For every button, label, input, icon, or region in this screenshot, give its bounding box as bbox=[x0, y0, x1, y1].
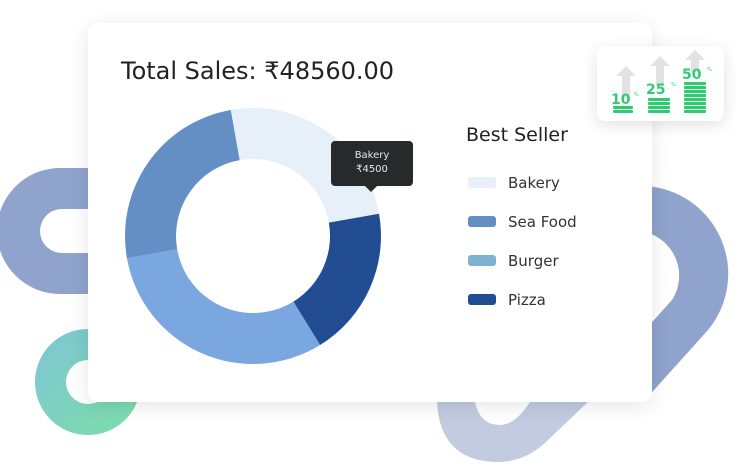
legend-label-sea-food: Sea Food bbox=[508, 212, 577, 231]
discount-column-25: 25 % bbox=[646, 56, 676, 113]
badge-suffix-50: % bbox=[707, 67, 712, 73]
legend-item-pizza[interactable]: Pizza bbox=[468, 280, 577, 319]
discount-column-10: 10 % bbox=[611, 66, 639, 113]
discount-coins-icon: 10 % 25 % 50 % bbox=[611, 50, 712, 113]
badge-suffix-25: % bbox=[671, 82, 676, 88]
discount-column-50: 50 % bbox=[682, 50, 712, 113]
legend-label-pizza: Pizza bbox=[508, 290, 546, 309]
badge-value-25: 25 bbox=[646, 82, 665, 98]
legend-label-burger: Burger bbox=[508, 251, 559, 270]
chart-title: Total Sales: ₹48560.00 bbox=[121, 57, 395, 85]
legend-swatch-burger bbox=[468, 255, 496, 266]
bottom-link-shape bbox=[437, 402, 588, 463]
badge-value-50: 50 bbox=[682, 67, 702, 83]
donut-chart bbox=[125, 108, 381, 364]
legend-swatch-bakery bbox=[468, 177, 496, 188]
slice-burger[interactable] bbox=[126, 249, 321, 364]
legend-item-bakery[interactable]: Bakery bbox=[468, 163, 577, 202]
legend-item-sea-food[interactable]: Sea Food bbox=[468, 202, 577, 241]
slice-sea-food[interactable] bbox=[125, 109, 240, 259]
badge-suffix-10: % bbox=[634, 92, 639, 98]
sales-card: Total Sales: ₹48560.00 Bakery ₹4500 Best… bbox=[88, 23, 652, 402]
legend: Bakery Sea Food Burger Pizza bbox=[468, 163, 577, 319]
slice-bakery[interactable] bbox=[230, 108, 380, 223]
tooltip-label: Bakery bbox=[354, 150, 390, 161]
chart-tooltip: Bakery ₹4500 bbox=[331, 141, 413, 192]
tooltip-value: ₹4500 bbox=[356, 164, 388, 175]
legend-item-burger[interactable]: Burger bbox=[468, 241, 577, 280]
badge-value-10: 10 bbox=[611, 92, 631, 108]
legend-label-bakery: Bakery bbox=[508, 173, 560, 192]
legend-swatch-pizza bbox=[468, 294, 496, 305]
right-link-shape bbox=[645, 186, 729, 400]
discount-badge-card: 10 % 25 % 50 % bbox=[597, 46, 724, 121]
left-link-shape bbox=[0, 168, 95, 294]
legend-title: Best Seller bbox=[466, 124, 568, 146]
tooltip-arrow bbox=[364, 185, 378, 192]
slice-pizza[interactable] bbox=[293, 213, 381, 346]
legend-swatch-sea-food bbox=[468, 216, 496, 227]
